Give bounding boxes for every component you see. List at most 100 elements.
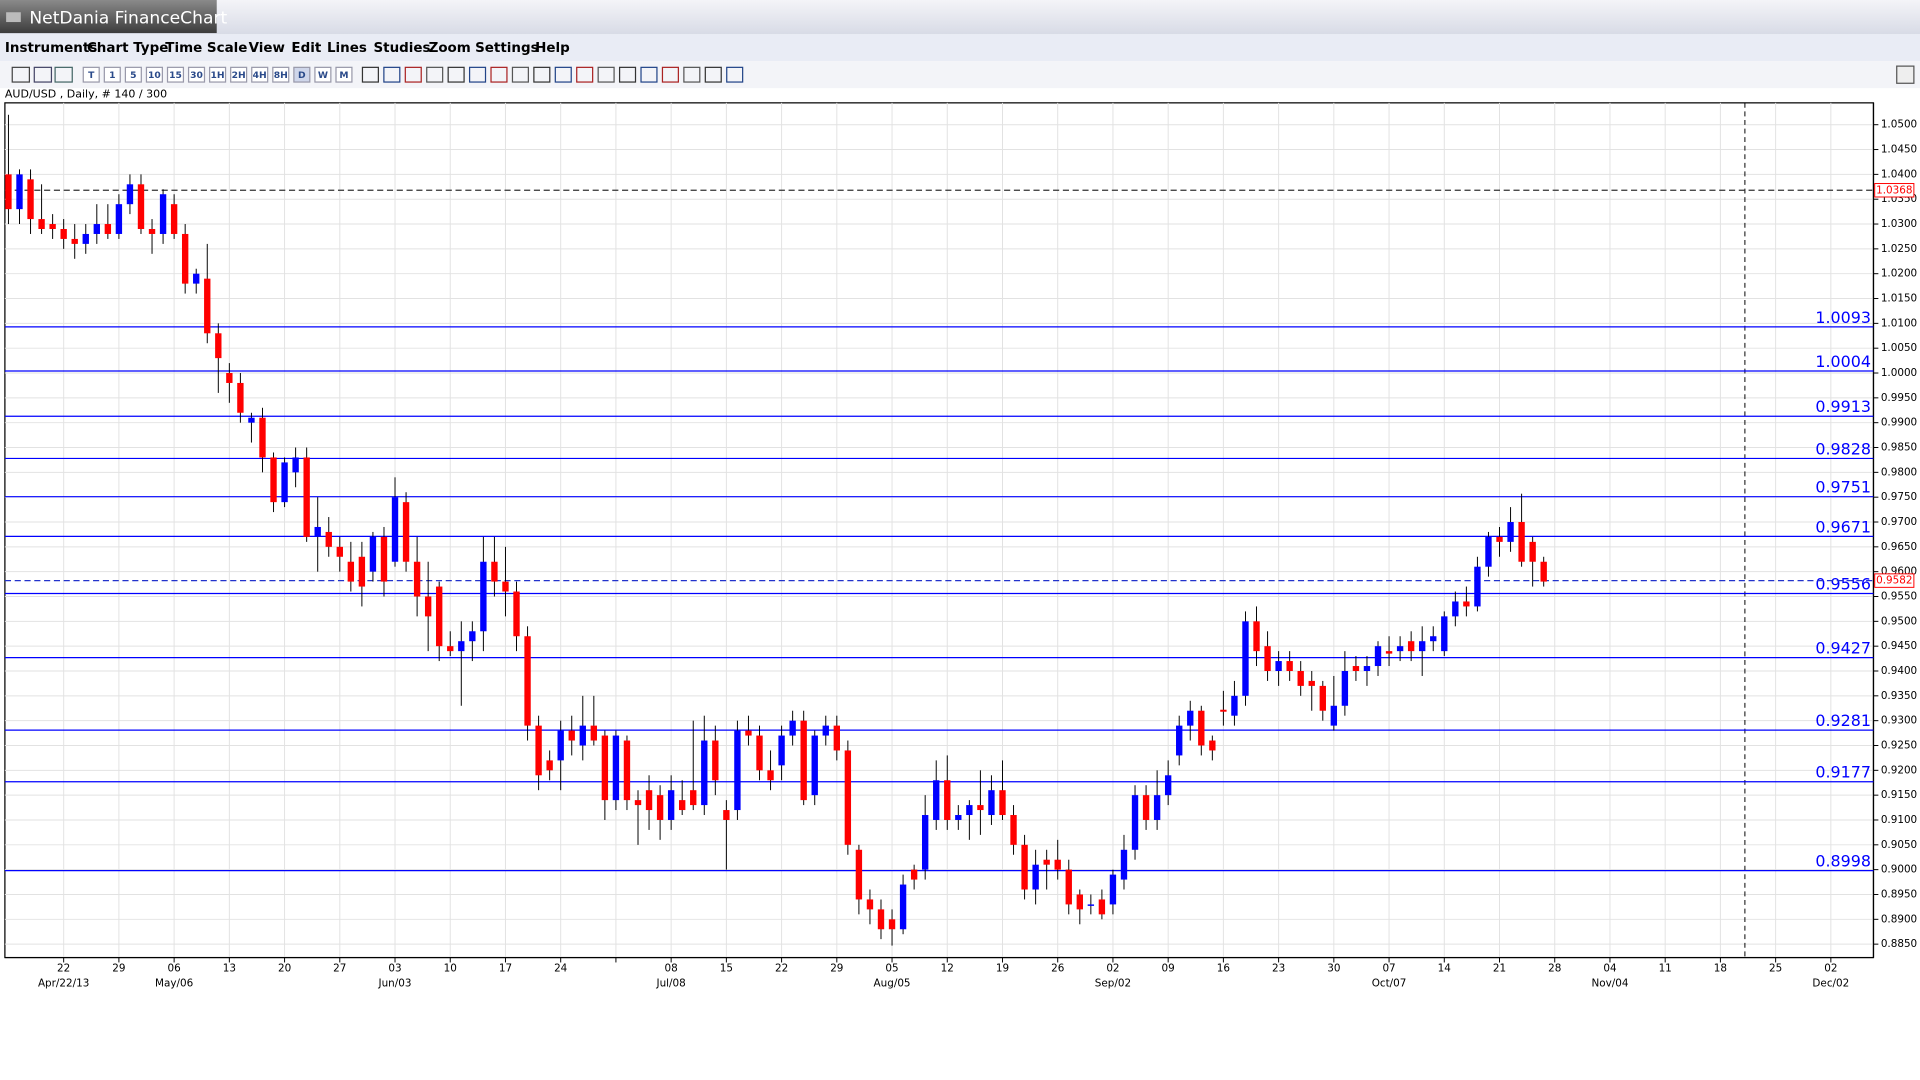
level-label: 0.9828 [1815,439,1871,458]
y-tick-label: 1.0200 [1881,268,1917,280]
menu-item[interactable]: Studies [373,41,430,56]
candle-body [1220,709,1227,712]
tool-icon[interactable] [490,66,508,83]
candle-body [1330,705,1338,726]
x-tick-label: 23 [1272,963,1285,975]
menu-item[interactable]: Help [535,41,570,56]
candle-body [1474,566,1481,607]
level-label: 0.9671 [1815,517,1871,536]
tool-icon[interactable] [683,66,701,83]
tool-icon[interactable] [33,66,53,83]
menu-item[interactable]: Lines [327,41,367,56]
timescale-button[interactable] [124,66,142,83]
timescale-button[interactable] [209,66,227,83]
menu-item[interactable]: Instruments [5,41,97,56]
tool-icon[interactable] [447,66,465,83]
level-label: 0.8998 [1815,852,1871,871]
timescale-button[interactable] [230,66,248,83]
y-tick-label: 0.9700 [1881,516,1917,528]
tool-icon[interactable] [361,66,379,83]
y-tick-label: 0.9250 [1881,739,1917,751]
candle-body [800,720,807,801]
timescale-label[interactable]: 1 [109,70,115,81]
candle-body [1076,894,1083,910]
timescale-button[interactable] [314,66,332,83]
timescale-label[interactable]: W [318,70,328,81]
timescale-button[interactable] [145,66,163,83]
candle-body [38,219,45,230]
timescale-label[interactable]: 1H [211,70,225,81]
y-tick-label: 0.9000 [1881,864,1917,876]
timescale-label[interactable]: 5 [130,70,136,81]
tool-icon[interactable] [11,66,30,83]
tool-icon[interactable] [704,66,722,83]
tool-icon[interactable] [618,66,637,83]
x-sublabel: Dec/02 [1812,977,1849,989]
candle-body [115,204,123,234]
candle-body [1098,899,1106,915]
tool-icon[interactable] [726,66,744,83]
y-tick-label: 1.0250 [1881,243,1917,255]
tool-icon[interactable] [576,66,594,83]
candle-body [844,750,852,845]
timescale-button[interactable] [166,66,185,83]
panel-button[interactable] [1896,65,1915,84]
menu-item[interactable]: Edit [291,41,321,56]
y-tick-label: 0.9150 [1881,789,1917,801]
x-sublabel: Sep/02 [1095,977,1131,989]
candle-body [579,725,586,746]
tool-icon[interactable] [640,66,658,83]
tool-icon[interactable] [533,66,551,83]
tool-icon[interactable] [426,66,444,83]
x-tick-label: 02 [1106,963,1119,975]
tool-icon[interactable] [468,66,487,83]
timescale-label[interactable]: T [88,70,95,81]
candle-body [259,417,266,458]
menu-item[interactable]: Zoom [429,41,471,56]
candle-body [226,373,233,383]
candle-body [513,591,520,637]
timescale-button[interactable] [272,66,290,83]
candle-body [325,531,332,547]
timescale-button[interactable] [103,66,121,83]
timescale-label[interactable]: M [339,70,348,81]
candle-body [1352,666,1360,671]
timescale-label[interactable]: 15 [169,70,182,81]
menu-item[interactable]: Time Scale [165,41,247,56]
timescale-label[interactable]: 30 [190,70,203,81]
timescale-label[interactable]: 8H [274,70,288,81]
tool-icon[interactable] [597,66,615,83]
x-tick-label: 18 [1714,963,1727,975]
tool-icon[interactable] [54,66,73,83]
x-sublabel: Apr/22/13 [38,977,89,989]
tool-icon[interactable] [511,66,529,83]
menu-item[interactable]: View [249,41,285,56]
timescale-button[interactable] [187,66,206,83]
timescale-label[interactable]: 4H [253,70,267,81]
title-tab [0,0,217,34]
tool-icon[interactable] [383,66,401,83]
x-tick-label: 30 [1327,963,1340,975]
tool-icon[interactable] [661,66,679,83]
tool-icon[interactable] [404,66,422,83]
y-tick-label: 0.9850 [1881,442,1917,454]
candle-body [656,795,664,820]
timescale-label[interactable]: 2H [232,70,246,81]
timescale-button[interactable] [335,66,353,83]
candle-body [1407,641,1415,652]
timescale-button[interactable] [293,66,311,83]
menu-item[interactable]: Chart Type [87,41,168,56]
timescale-button[interactable] [251,66,269,83]
x-sublabel: Jul/08 [656,977,686,989]
candle-body [458,641,465,652]
candle-body [623,740,631,801]
candle-body [1286,661,1293,671]
timescale-label[interactable]: D [298,70,306,81]
timescale-label[interactable]: 10 [148,70,161,81]
menu-item[interactable]: Settings [475,41,539,56]
timescale-button[interactable] [82,66,100,83]
level-label: 1.0004 [1815,352,1871,371]
level-label: 0.9751 [1815,478,1871,497]
tool-icon[interactable] [554,66,572,83]
